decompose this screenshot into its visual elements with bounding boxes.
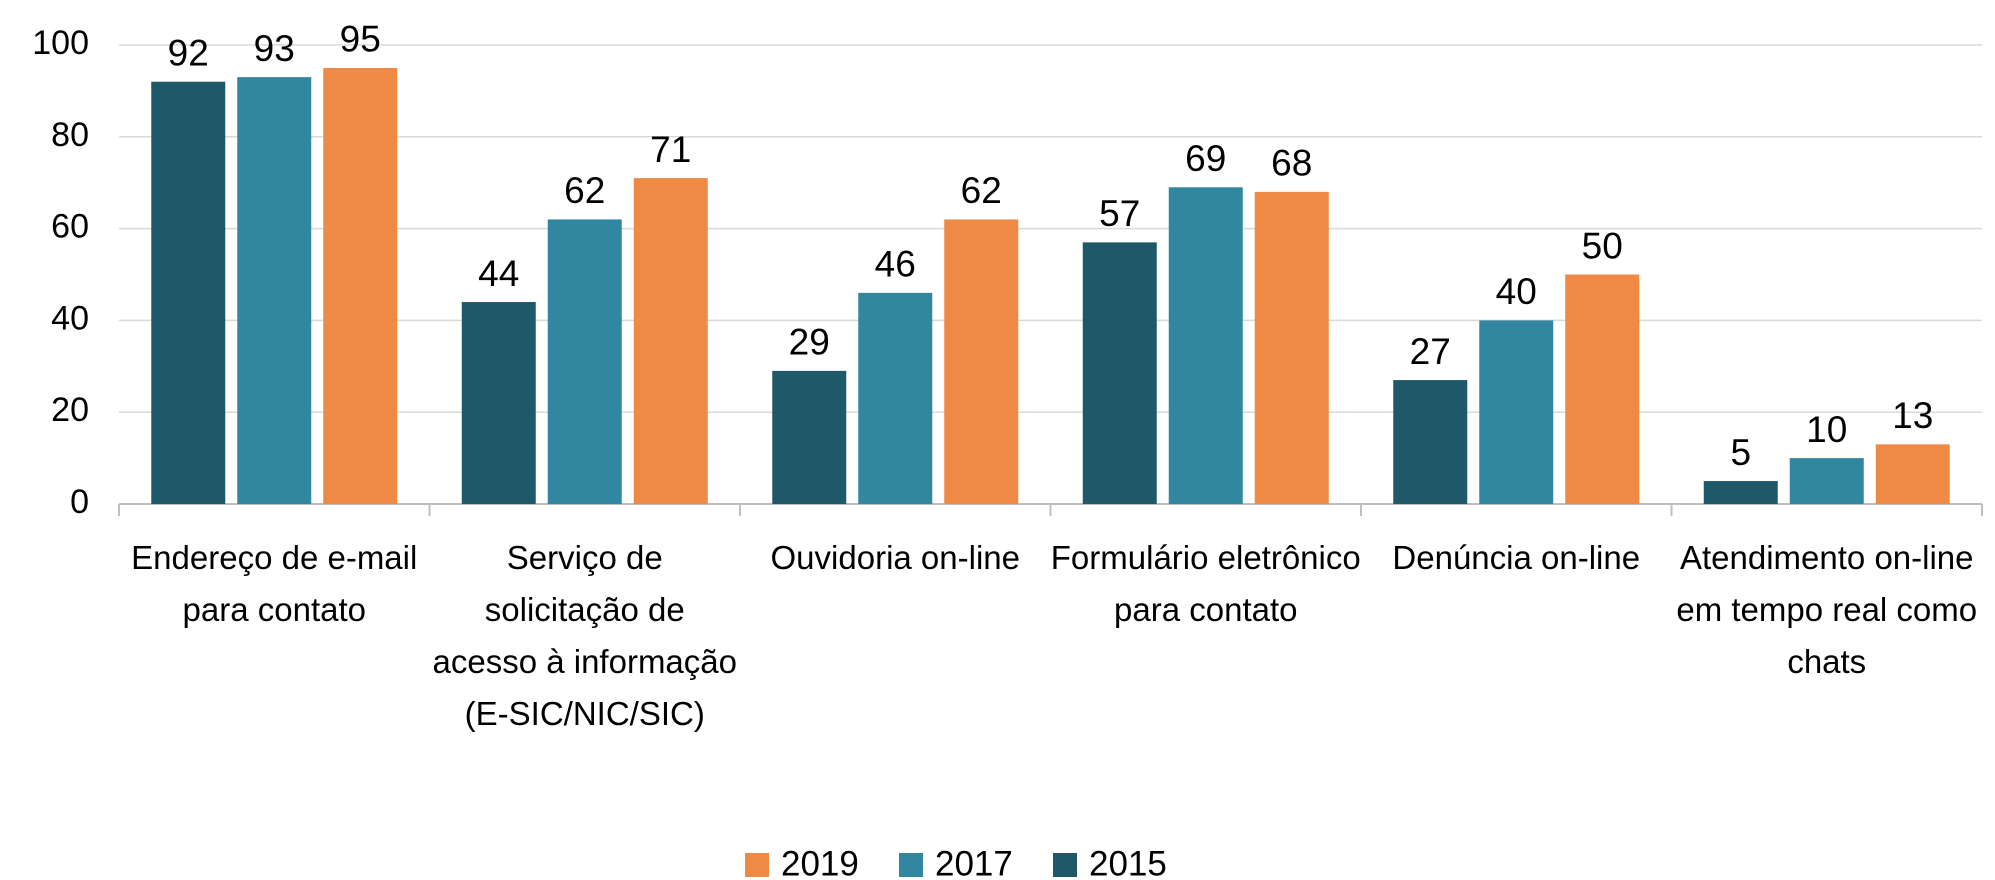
legend-label: 2019 [781,844,859,880]
bar [1168,187,1243,505]
data-label: 95 [340,19,381,60]
data-label: 10 [1806,409,1847,450]
bar [1254,191,1329,504]
bar [1082,242,1157,504]
legend-swatch [1053,853,1077,877]
bar [1479,320,1554,504]
data-label: 62 [961,170,1002,211]
legend-swatch [899,853,923,877]
y-tick-label: 100 [32,24,89,62]
y-tick-label: 80 [51,116,89,154]
bar [1393,380,1468,504]
y-tick-label: 0 [70,483,89,521]
data-label: 92 [168,33,209,74]
bar [1703,481,1778,504]
bar [547,219,622,505]
data-label: 44 [478,253,519,294]
bar [237,77,312,504]
bar [1789,458,1864,504]
x-tick-label: Ouvidoria on-line [770,539,1020,576]
data-label: 62 [564,170,605,211]
bar [151,81,226,504]
x-tick-label: Denúncia on-line [1392,539,1641,576]
data-label: 27 [1410,331,1451,372]
data-label: 5 [1730,432,1751,473]
data-label: 50 [1582,225,1623,266]
x-tick-label: Endereço de e-mail para contato [131,539,418,628]
bar [323,67,398,504]
data-label: 46 [875,244,916,285]
y-tick-label: 40 [51,299,89,337]
data-label: 13 [1892,395,1933,436]
legend-swatch [745,853,769,877]
bar [944,219,1019,505]
bar [1565,274,1640,504]
x-tick-label: Atendimento on-line em tempo real como c… [1676,539,1978,680]
bar [858,292,933,504]
data-label: 71 [650,129,691,170]
data-label: 68 [1271,143,1312,184]
data-label: 57 [1099,193,1140,234]
legend-label: 2015 [1089,844,1167,880]
x-tick-label: Serviço de solicitação de acesso à infor… [432,539,738,732]
bar [772,370,847,504]
y-tick-label: 20 [51,391,89,429]
data-label: 69 [1185,138,1226,179]
y-tick-label: 60 [51,208,89,246]
legend-label: 2017 [935,844,1013,880]
data-label: 29 [789,322,830,363]
bar [633,178,708,505]
bar [1875,444,1950,504]
data-label: 40 [1496,271,1537,312]
x-tick-label: Formulário eletrônico para contato [1050,539,1361,628]
data-label: 93 [254,28,295,69]
bar [461,302,536,504]
